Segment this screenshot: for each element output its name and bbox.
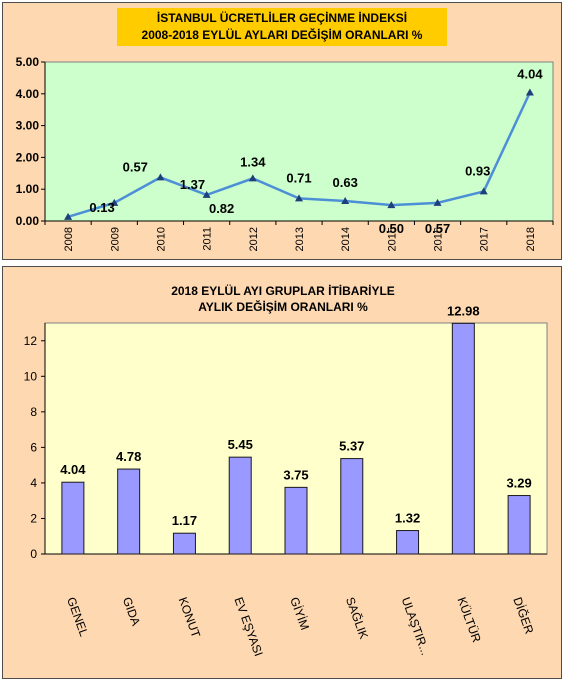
x-tick-label: 2013	[294, 227, 306, 251]
data-label: 0.57	[123, 159, 148, 174]
data-label: 1.17	[172, 513, 197, 528]
y-tick-label: 5.00	[16, 55, 40, 69]
data-label: 4.78	[116, 449, 141, 464]
x-tick-label: 2010	[155, 227, 167, 251]
bar	[61, 481, 85, 555]
category-label: ULAŞTIR...	[399, 595, 433, 657]
bar	[451, 322, 475, 555]
data-point	[525, 88, 534, 96]
y-tick-label: 4	[30, 476, 37, 490]
data-point	[64, 212, 73, 220]
data-point	[479, 187, 488, 195]
data-label: 1.32	[395, 511, 420, 526]
bar	[340, 458, 364, 555]
data-label: 1.37	[180, 177, 205, 192]
x-tick-label: 2012	[248, 227, 260, 251]
data-point	[248, 174, 257, 182]
category-label: KÜLTÜR	[455, 595, 484, 644]
line-chart-title: İSTANBUL ÜCRETLİLER GEÇİNME İNDEKSİ	[157, 10, 407, 25]
data-point	[295, 194, 303, 202]
line-chart-title-box	[117, 8, 447, 46]
data-point	[341, 196, 350, 204]
category-label: DİĞER	[510, 595, 537, 636]
data-label: 4.04	[517, 67, 543, 82]
x-tick-label: 2015	[386, 227, 398, 251]
data-label: 0.57	[425, 221, 450, 236]
category-label: GİYİM	[287, 595, 312, 632]
data-label: 5.45	[228, 437, 253, 452]
x-tick-label: 2016	[433, 227, 445, 251]
data-label: 1.34	[240, 154, 266, 169]
bar	[228, 456, 252, 555]
y-tick-label: 2.00	[16, 150, 40, 164]
line-chart-subtitle: 2008-2018 EYLÜL AYLARI DEĞİŞİM ORANLARI …	[142, 27, 423, 42]
category-label: SAĞLIK	[343, 595, 372, 641]
x-tick-label: 2008	[63, 227, 75, 251]
x-tick-label: 2011	[202, 227, 214, 251]
y-tick-label: 3.00	[16, 119, 40, 133]
category-label: KONUT	[176, 595, 204, 640]
data-label: 0.82	[209, 201, 234, 216]
bar	[507, 495, 531, 555]
y-tick-label: 0.00	[16, 214, 40, 228]
data-point	[156, 173, 165, 181]
y-tick-label: 10	[24, 369, 38, 383]
category-label: EV EŞYASI	[231, 595, 265, 658]
bar	[172, 532, 196, 555]
data-label: 0.13	[89, 200, 114, 215]
bar-chart-title: 2018 EYLÜL AYI GRUPLAR İTİBARİYLE	[171, 283, 395, 298]
y-tick-label: 12	[24, 334, 38, 348]
line-chart: 0.00 1.00 2.00 3.00 4.00 5.00 2008 2009 2010 2011…	[16, 55, 554, 251]
y-tick-label: 6	[30, 440, 37, 454]
data-label: 4.04	[60, 462, 86, 477]
data-point	[110, 198, 119, 206]
data-label: 0.71	[286, 170, 311, 185]
category-label: GENEL	[64, 595, 91, 638]
bar-chart-subtitle: AYLIK DEĞİŞİM ORANLARI %	[198, 299, 368, 314]
bar	[117, 468, 141, 555]
y-tick-label: 0	[30, 547, 37, 561]
data-label: 3.75	[283, 467, 308, 482]
y-tick-label: 1.00	[16, 182, 40, 196]
data-point	[202, 190, 211, 198]
x-tick-label: 2017	[479, 227, 491, 251]
x-tick-label: 2014	[340, 227, 352, 251]
data-label: 5.37	[339, 439, 364, 454]
y-tick-label: 2	[30, 511, 37, 525]
bar-chart: 0 2 4 6 8 10 12 4.04 GENEL 4.78 GIDA 1.17 KONUT 5.45 E…	[24, 303, 548, 658]
category-label: GIDA	[120, 595, 143, 627]
data-label: 3.29	[506, 476, 531, 491]
x-tick-label: 2018	[525, 227, 537, 251]
data-point	[387, 201, 396, 209]
data-label: 12.98	[447, 303, 480, 318]
data-label: 0.63	[333, 175, 358, 190]
y-tick-label: 8	[30, 405, 37, 419]
x-tick-label: 2009	[109, 227, 121, 251]
y-tick-label: 4.00	[16, 87, 40, 101]
data-label: 0.50	[379, 221, 404, 236]
data-label: 0.93	[465, 163, 490, 178]
bar	[396, 530, 420, 555]
data-point	[433, 198, 442, 206]
bar	[284, 486, 308, 555]
